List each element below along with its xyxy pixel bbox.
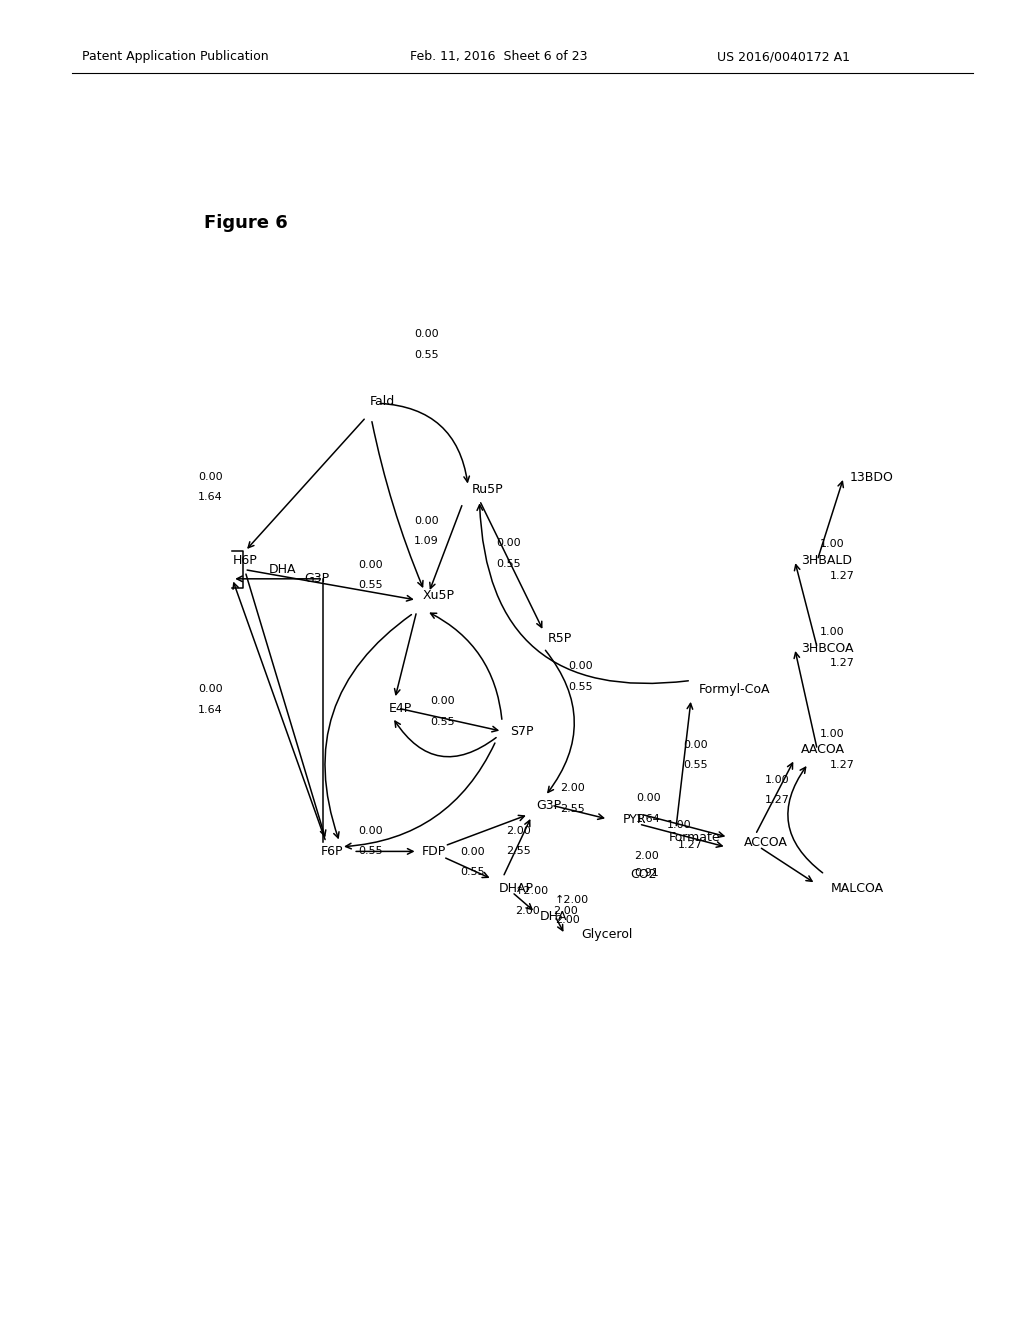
Text: 1.00: 1.00 <box>667 820 691 830</box>
Text: 2.00: 2.00 <box>506 826 530 836</box>
Text: 1.27: 1.27 <box>829 760 854 770</box>
Text: 1.64: 1.64 <box>198 705 222 714</box>
Text: R5P: R5P <box>548 632 571 645</box>
Text: 0.00: 0.00 <box>415 329 439 339</box>
Text: PYR: PYR <box>623 813 647 825</box>
Text: 1.64: 1.64 <box>198 492 222 502</box>
Text: 0.00: 0.00 <box>497 539 521 548</box>
Text: Formate: Formate <box>669 832 720 843</box>
Text: 1.00: 1.00 <box>819 540 844 549</box>
Text: 0.55: 0.55 <box>358 579 383 590</box>
Text: 1.27: 1.27 <box>829 570 854 581</box>
Text: FDP: FDP <box>422 845 446 858</box>
Text: 1.27: 1.27 <box>764 795 790 805</box>
Text: 0.00: 0.00 <box>198 471 222 482</box>
Text: ↑2.00: ↑2.00 <box>515 886 549 896</box>
Text: 1.00: 1.00 <box>764 775 790 785</box>
Text: 1.64: 1.64 <box>636 813 660 824</box>
Text: G3P: G3P <box>537 799 561 812</box>
Text: 1.27: 1.27 <box>829 659 854 668</box>
Text: 0.00: 0.00 <box>461 847 485 857</box>
Text: E4P: E4P <box>389 702 412 714</box>
Text: DHA: DHA <box>540 909 567 923</box>
Text: 0.55: 0.55 <box>461 867 485 878</box>
Text: 2.00: 2.00 <box>635 850 659 861</box>
Text: S7P: S7P <box>510 725 534 738</box>
Text: ↑2.00: ↑2.00 <box>555 895 589 906</box>
Text: DHAP: DHAP <box>499 882 534 895</box>
Text: DHA: DHA <box>269 564 297 576</box>
Text: MALCOA: MALCOA <box>830 882 884 895</box>
Text: Glycerol: Glycerol <box>582 928 633 941</box>
Text: 0.55: 0.55 <box>568 681 593 692</box>
Text: 2.00: 2.00 <box>555 915 580 925</box>
Text: 0.00: 0.00 <box>198 684 222 694</box>
Text: 0.55: 0.55 <box>358 846 383 857</box>
Text: 2.55: 2.55 <box>506 846 530 857</box>
Text: 0.00: 0.00 <box>358 826 383 836</box>
Text: 3HBALD: 3HBALD <box>801 554 852 566</box>
Text: 0.00: 0.00 <box>568 661 593 671</box>
Text: Formyl-CoA: Formyl-CoA <box>698 684 770 696</box>
Text: Fald: Fald <box>370 395 395 408</box>
Text: 0.00: 0.00 <box>430 697 455 706</box>
Text: 1.27: 1.27 <box>678 841 702 850</box>
Text: 0.00: 0.00 <box>636 793 660 804</box>
Text: US 2016/0040172 A1: US 2016/0040172 A1 <box>717 50 850 63</box>
Text: 1.00: 1.00 <box>819 729 844 739</box>
Text: Feb. 11, 2016  Sheet 6 of 23: Feb. 11, 2016 Sheet 6 of 23 <box>410 50 587 63</box>
Text: Xu5P: Xu5P <box>423 589 455 602</box>
Text: CO2: CO2 <box>631 869 657 880</box>
Text: 2.55: 2.55 <box>560 804 585 813</box>
Text: 1.09: 1.09 <box>414 536 439 546</box>
Text: AACOA: AACOA <box>801 743 845 756</box>
Text: 13BDO: 13BDO <box>850 471 894 483</box>
Text: 3HBCOA: 3HBCOA <box>801 642 853 655</box>
Text: G3P: G3P <box>304 573 330 585</box>
Text: F6P: F6P <box>321 845 343 858</box>
Text: 2.00: 2.00 <box>560 783 585 793</box>
Text: 0.91: 0.91 <box>635 869 659 878</box>
Text: 0.55: 0.55 <box>497 558 521 569</box>
Text: Ru5P: Ru5P <box>472 483 504 496</box>
Text: 1.00: 1.00 <box>819 627 844 638</box>
Text: 0.00: 0.00 <box>358 560 383 570</box>
Text: 2.00: 2.00 <box>515 906 540 916</box>
Text: ACCOA: ACCOA <box>744 836 787 849</box>
Text: 0.55: 0.55 <box>430 717 455 726</box>
Text: Patent Application Publication: Patent Application Publication <box>82 50 268 63</box>
Text: Figure 6: Figure 6 <box>204 214 288 232</box>
Text: H6P: H6P <box>232 554 257 566</box>
Text: 0.55: 0.55 <box>684 760 709 770</box>
Text: 0.00: 0.00 <box>415 516 439 527</box>
Text: 2.00: 2.00 <box>553 906 578 916</box>
Text: 0.55: 0.55 <box>415 350 439 360</box>
Text: 0.00: 0.00 <box>684 739 709 750</box>
